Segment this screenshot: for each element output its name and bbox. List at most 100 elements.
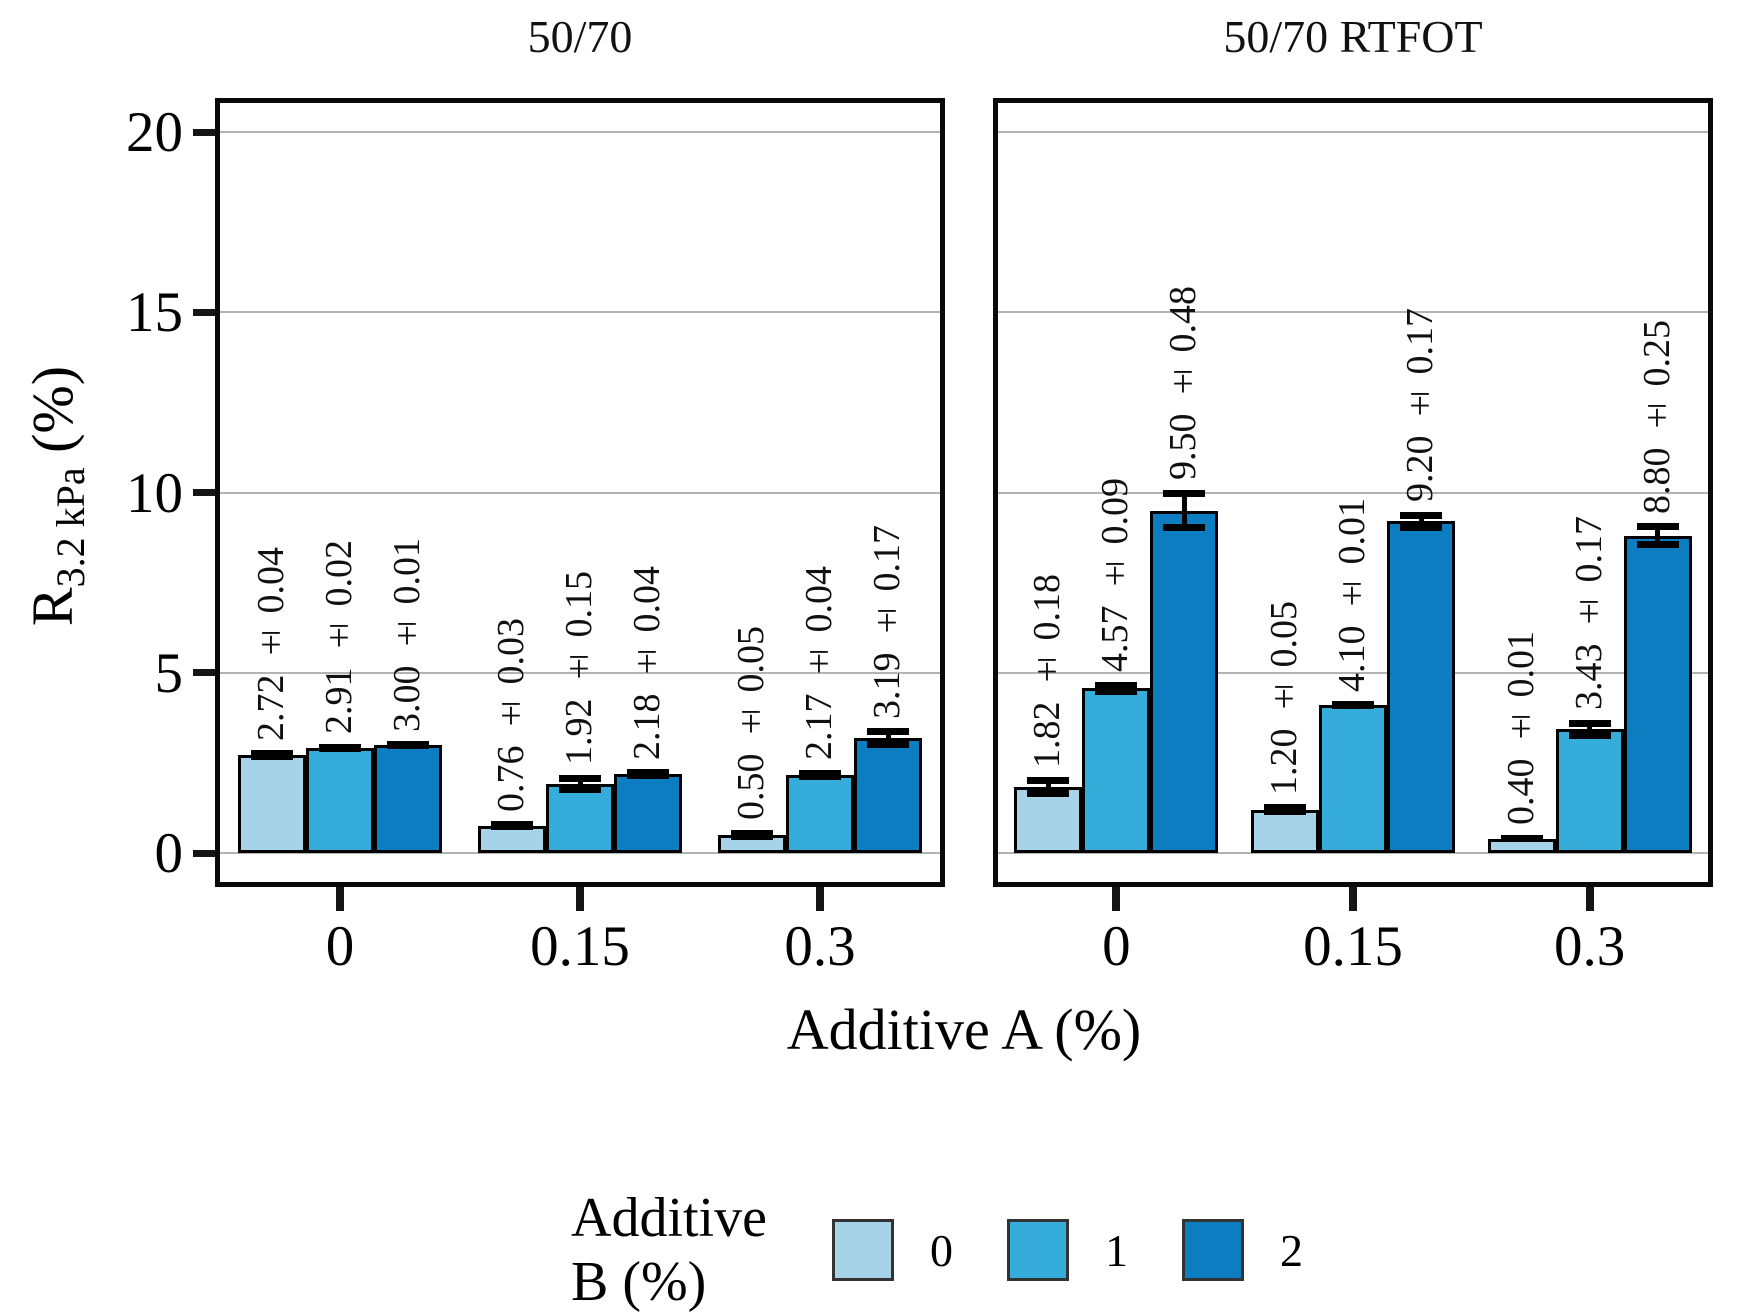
x-tickmark-1-0 xyxy=(1112,887,1121,911)
error-bar-stem xyxy=(1045,780,1051,794)
legend-swatch-1 xyxy=(1007,1219,1069,1281)
gridline-y5 xyxy=(220,671,940,674)
y-axis-title-unit: (%) xyxy=(20,365,85,468)
error-bar-cap xyxy=(1400,511,1442,519)
error-bar-cap xyxy=(731,829,773,837)
gridline-y10 xyxy=(220,491,940,494)
gridline-y20 xyxy=(998,131,1708,133)
bar-50-70-RTFOT-A0.15-B2 xyxy=(1387,521,1455,853)
error-bar-cap xyxy=(731,833,773,841)
error-bar-cap xyxy=(867,728,909,736)
y-axis-title-base: R xyxy=(20,587,85,627)
x-tick-label-0-0.3: 0.3 xyxy=(784,915,856,978)
bar-value-label: 3.43 ± 0.17 xyxy=(1567,516,1610,711)
x-tick-label-1-0.3: 0.3 xyxy=(1554,915,1626,978)
x-tick-label-0-0.15: 0.15 xyxy=(530,915,630,978)
error-bar-cap xyxy=(1568,731,1611,739)
bar-value-label: 8.80 ± 0.25 xyxy=(1635,319,1678,514)
error-bar-cap xyxy=(559,774,601,782)
plot-panel-0: 2.72 ± 0.04 2.91 ± 0.02 3.00 ± 0.01 0.76 ± … xyxy=(215,98,945,887)
y-tickmark-10 xyxy=(193,489,215,496)
bar-value-label: 0.76 ± 0.03 xyxy=(490,617,532,812)
bar-value-label: 9.20 ± 0.17 xyxy=(1399,308,1441,503)
bar-value-label: 2.18 ± 0.04 xyxy=(626,565,668,760)
gridline-y0 xyxy=(220,852,940,854)
error-bar-cap xyxy=(799,772,841,780)
x-axis-title: Additive A (%) xyxy=(786,997,1142,1062)
y-tickmark-5 xyxy=(193,669,215,677)
y-tick-label-15: 15 xyxy=(126,281,183,345)
bar-50-70-A0-B1 xyxy=(306,748,374,853)
plot-panel-1: 1.82 ± 0.18 4.57 ± 0.09 9.50 ± 0.48 1.20 ± … xyxy=(993,98,1713,887)
bar-value-label: 9.50 ± 0.48 xyxy=(1162,286,1205,481)
error-bar-stem xyxy=(1181,493,1187,528)
error-bar-stem xyxy=(1587,723,1593,736)
gridline-y15 xyxy=(220,311,940,314)
error-bar-cap xyxy=(1332,702,1374,710)
bar-value-label: 4.57 ± 0.09 xyxy=(1094,478,1137,673)
bar-value-label: 2.72 ± 0.04 xyxy=(250,546,292,741)
panel-title-left: 50/70 xyxy=(527,11,633,62)
legend-label-2: 2 xyxy=(1280,1224,1303,1276)
bar-value-label: 0.40 ± 0.01 xyxy=(1499,631,1542,826)
error-bar-cap xyxy=(1568,719,1611,727)
bar-50-70-RTFOT-A0.15-B1 xyxy=(1319,705,1387,853)
bar-value-label: 0.50 ± 0.05 xyxy=(730,626,772,821)
bar-value-label: 1.92 ± 0.15 xyxy=(558,571,600,766)
legend-label-1: 1 xyxy=(1105,1224,1128,1276)
legend: Additive B (%) 0 1 2 xyxy=(571,1186,1357,1314)
error-bar-stem xyxy=(885,731,891,745)
legend-swatch-2 xyxy=(1182,1219,1244,1281)
error-bar-cap xyxy=(1163,489,1206,497)
gridline-y15 xyxy=(998,311,1708,314)
bar-50-70-A0.15-B2 xyxy=(614,774,682,853)
legend-title: Additive B (%) xyxy=(571,1187,767,1313)
legend-label-0: 0 xyxy=(930,1224,953,1276)
x-tickmark-0-0.15 xyxy=(576,887,584,911)
error-bar-cap xyxy=(1636,541,1679,549)
bar-value-label: 1.20 ± 0.05 xyxy=(1263,600,1305,795)
error-bar-cap xyxy=(1500,835,1543,843)
bar-50-70-RTFOT-A0.3-B2 xyxy=(1623,535,1692,853)
bar-50-70-A0-B0 xyxy=(238,754,306,853)
bar-50-70-RTFOT-A0-B2 xyxy=(1150,510,1219,853)
error-bar-cap xyxy=(387,741,429,749)
bar-value-label: 1.82 ± 0.18 xyxy=(1026,573,1069,768)
error-bar-cap xyxy=(1163,524,1206,532)
x-tickmark-1-0.3 xyxy=(1585,887,1594,911)
error-bar-cap xyxy=(251,752,293,760)
error-bar-cap xyxy=(1264,804,1306,812)
error-bar-stem xyxy=(577,778,583,790)
x-tick-label-1-0.15: 0.15 xyxy=(1303,915,1403,978)
gridline-y5 xyxy=(998,671,1708,674)
error-bar-cap xyxy=(1027,777,1070,785)
error-bar-cap xyxy=(1400,523,1442,531)
legend-swatch-0 xyxy=(832,1219,894,1281)
gridline-y0 xyxy=(998,852,1708,854)
error-bar-cap xyxy=(319,745,361,753)
y-tick-label-5: 5 xyxy=(154,641,184,705)
error-bar-cap xyxy=(1027,790,1070,798)
error-bar-cap xyxy=(1095,687,1138,695)
plot-area-0: 2.72 ± 0.04 2.91 ± 0.02 3.00 ± 0.01 0.76 ± … xyxy=(220,103,940,882)
bar-50-70-RTFOT-A0.3-B1 xyxy=(1555,729,1624,853)
bar-value-label: 2.91 ± 0.02 xyxy=(318,540,360,735)
y-tickmark-0 xyxy=(193,849,215,857)
gridline-y20 xyxy=(220,131,940,133)
error-bar-cap xyxy=(1264,808,1306,816)
x-tick-label-0-0: 0 xyxy=(325,915,355,978)
error-bar-cap xyxy=(491,823,533,831)
y-tick-label-20: 20 xyxy=(126,101,183,164)
bar-value-label: 3.19 ± 0.17 xyxy=(866,524,908,719)
error-bar-stem xyxy=(1418,515,1424,528)
panel-title-right: 50/70 RTFOT xyxy=(1223,11,1483,62)
bar-value-label: 2.17 ± 0.04 xyxy=(798,566,840,761)
error-bar-cap xyxy=(1636,523,1679,531)
x-tick-label-1-0: 0 xyxy=(1102,915,1131,978)
bar-50-70-A0-B2 xyxy=(374,744,442,853)
x-tickmark-1-0.15 xyxy=(1349,887,1357,911)
plot-area-1: 1.82 ± 0.18 4.57 ± 0.09 9.50 ± 0.48 1.20 ± … xyxy=(998,103,1708,882)
bar-50-70-A0.3-B2 xyxy=(854,738,922,853)
error-bar-cap xyxy=(627,772,669,780)
y-tickmark-15 xyxy=(193,308,215,316)
